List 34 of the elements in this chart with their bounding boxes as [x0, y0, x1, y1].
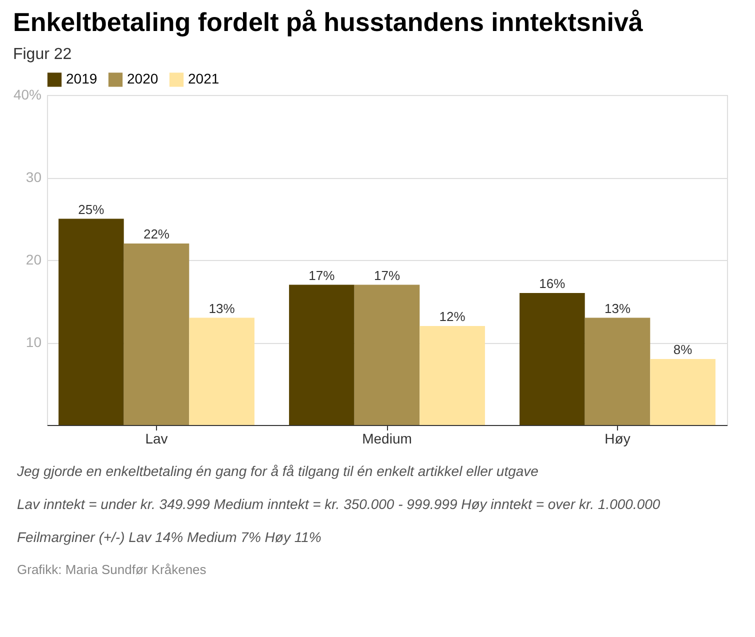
- legend-label: 2020: [127, 70, 158, 87]
- legend-label: 2021: [188, 70, 220, 87]
- bar: [520, 293, 585, 425]
- y-tick-label: 10: [26, 334, 42, 350]
- bar: [584, 318, 650, 425]
- y-tick-label: 20: [26, 252, 42, 268]
- y-tick-label: 40%: [13, 86, 42, 102]
- bar: [354, 284, 420, 425]
- data-label: 8%: [673, 342, 693, 357]
- data-label: 13%: [208, 300, 236, 316]
- text: Feilmarginer (+/-) Lav 14% Medium 7% Høy 11%: [17, 529, 322, 545]
- text: Lav inntekt = under kr. 349.999 Medium inntekt = kr. 350.000 - 999.999 Høy inntekt = over kr. 1.000.000: [17, 496, 660, 512]
- x-tick-label: Høy: [604, 430, 630, 446]
- bar: [650, 359, 716, 425]
- data-label: 17%: [308, 268, 336, 283]
- data-label: 13%: [604, 300, 631, 316]
- bar: [58, 218, 124, 425]
- data-label: 16%: [539, 276, 566, 291]
- bar: [420, 326, 485, 425]
- data-label: 17%: [374, 268, 400, 283]
- bar: [189, 318, 254, 425]
- legend-label: 2019: [66, 70, 98, 87]
- x-tick-label: Lav: [145, 430, 168, 446]
- text: Grafikk: Maria Sundfør Kråkenes: [17, 562, 207, 577]
- x-tick-label: Medium: [362, 430, 412, 446]
- data-label: 12%: [439, 309, 466, 324]
- y-tick-label: 30: [26, 169, 42, 185]
- chart-subtitle: Figur 22: [12, 46, 72, 63]
- data-label: 22%: [143, 226, 170, 242]
- bar: [289, 284, 354, 425]
- data-label: 25%: [78, 202, 105, 217]
- bar: [124, 244, 190, 425]
- text: Jeg gjorde en enkeltbetaling én gang for å få tilgang til én enkelt artikkel eller utgave: [16, 463, 539, 479]
- chart-title: Enkeltbetaling fordelt på husstandens inntektsnivå: [12, 7, 644, 37]
